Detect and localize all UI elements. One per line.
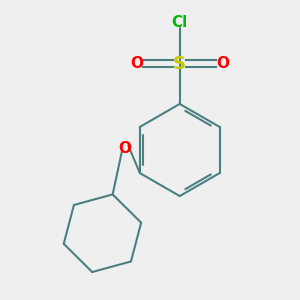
Text: Cl: Cl	[172, 15, 188, 30]
Text: O: O	[130, 56, 143, 71]
Text: O: O	[216, 56, 229, 71]
Text: O: O	[118, 141, 131, 156]
Text: S: S	[173, 55, 186, 73]
